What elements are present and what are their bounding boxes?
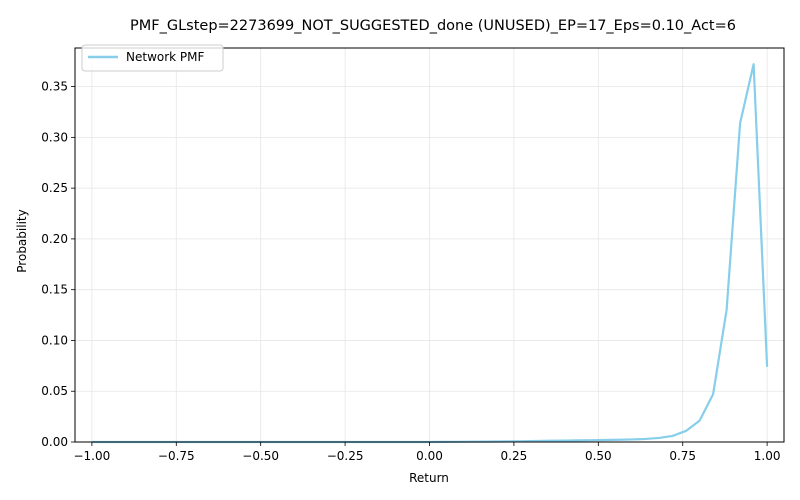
x-tick-label: 1.00 [754, 449, 781, 463]
y-tick-label: 0.25 [41, 181, 68, 195]
y-axis-label: Probability [15, 209, 29, 272]
y-tick-label: 0.30 [41, 130, 68, 144]
legend-label: Network PMF [126, 50, 205, 64]
x-tick-label: 0.25 [501, 449, 528, 463]
legend-box [81, 44, 224, 72]
y-axis: 0.00 0.05 0.10 0.15 0.20 0.25 0.30 0.35 [41, 80, 75, 449]
y-tick-label: 0.35 [41, 80, 68, 94]
y-tick-label: 0.00 [41, 435, 68, 449]
grid [75, 48, 784, 443]
x-axis-label: Return [409, 471, 449, 485]
y-tick-label: 0.15 [41, 283, 68, 297]
x-tick-label: −0.50 [242, 449, 279, 463]
x-tick-label: 0.00 [416, 449, 443, 463]
x-tick-label: −0.25 [327, 449, 364, 463]
legend: Network PMF [81, 44, 224, 72]
x-tick-label: 0.50 [585, 449, 612, 463]
y-tick-label: 0.05 [41, 384, 68, 398]
y-tick-label: 0.10 [41, 333, 68, 347]
x-tick-label: 0.75 [669, 449, 696, 463]
chart-title: PMF_GLstep=2273699_NOT_SUGGESTED_done (U… [130, 18, 736, 34]
y-tick-label: 0.20 [41, 232, 68, 246]
x-tick-label: −1.00 [73, 449, 110, 463]
x-axis: −1.00 −0.75 −0.50 −0.25 0.00 0.25 0.50 0.75 1.00 [73, 442, 780, 463]
x-tick-label: −0.75 [158, 449, 195, 463]
